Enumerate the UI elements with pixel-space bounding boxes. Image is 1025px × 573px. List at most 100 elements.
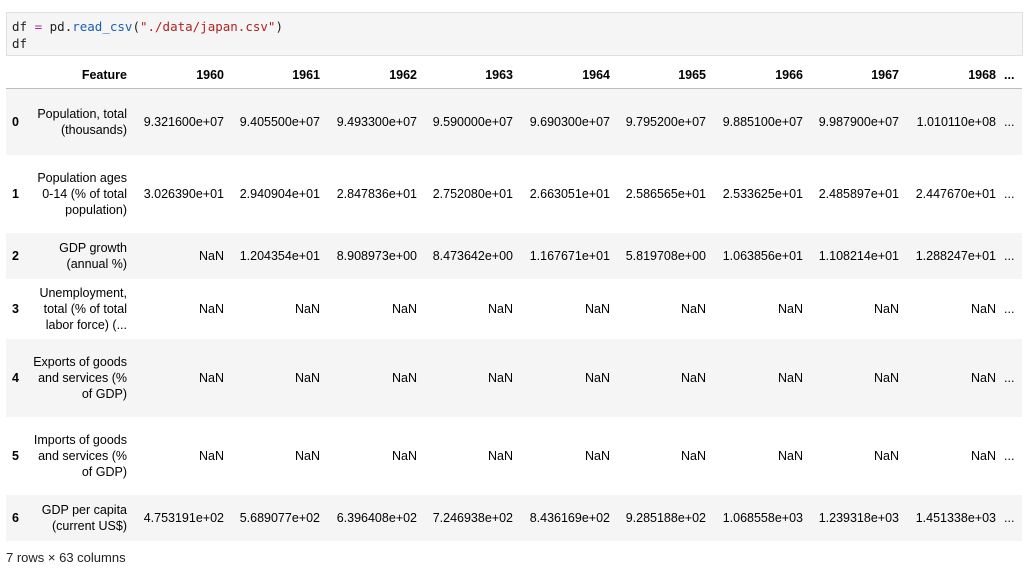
index-header <box>6 62 26 89</box>
value-cell: 5.689077e+02 <box>239 510 320 525</box>
value-cell: 4.753191e+02 <box>143 510 224 525</box>
column-header: 1968 <box>903 62 1000 89</box>
row-index: 3 <box>12 301 19 316</box>
feature-cell: Exports of goods and services (% of GDP) <box>33 354 127 401</box>
value-cell: NaN <box>680 301 706 316</box>
table-row: 3 Unemployment, total (% of total labor f… <box>6 278 1022 339</box>
row-index: 0 <box>12 114 19 129</box>
value-cell: NaN <box>294 448 320 463</box>
value-cell: NaN <box>970 301 996 316</box>
value-cell: 1.451338e+03 <box>915 510 996 525</box>
value-cell: NaN <box>777 301 803 316</box>
column-header-ellipsis: ... <box>1000 62 1022 89</box>
value-cell: 8.436169e+02 <box>529 510 610 525</box>
feature-cell: Population, total (thousands) <box>37 106 127 137</box>
code-cell[interactable]: df = pd.read_csv("./data/japan.csv") df <box>6 12 1023 56</box>
row-index: 6 <box>12 510 19 525</box>
column-header: 1960 <box>131 62 228 89</box>
header-row: Feature 1960 1961 1962 1963 1964 1965 19… <box>6 62 1022 89</box>
code-token-df: df <box>12 19 28 34</box>
column-header: 1966 <box>710 62 807 89</box>
value-cell: 1.108214e+01 <box>818 248 899 263</box>
value-cell: NaN <box>391 448 417 463</box>
feature-cell: Imports of goods and services (% of GDP) <box>33 432 127 479</box>
value-cell: NaN <box>198 301 224 316</box>
value-cell: NaN <box>198 370 224 385</box>
feature-cell: Population ages 0-14 (% of total populat… <box>37 170 127 217</box>
value-cell: NaN <box>970 448 996 463</box>
value-cell: 1.167671e+01 <box>529 248 610 263</box>
value-cell: 9.285188e+02 <box>625 510 706 525</box>
ellipsis-cell: ... <box>1004 510 1015 525</box>
value-cell: 2.586565e+01 <box>625 186 706 201</box>
ellipsis-cell: ... <box>1004 448 1015 463</box>
value-cell: 9.493300e+07 <box>336 114 417 129</box>
dataframe-shape: 7 rows × 63 columns <box>6 550 126 565</box>
value-cell: NaN <box>777 370 803 385</box>
ellipsis-cell: ... <box>1004 370 1015 385</box>
value-cell: NaN <box>777 448 803 463</box>
table-row: 1 Population ages 0-14 (% of total popula… <box>6 154 1022 233</box>
column-header: 1964 <box>517 62 614 89</box>
code-line-2: df <box>12 36 28 51</box>
value-cell: NaN <box>487 370 513 385</box>
value-cell: 9.795200e+07 <box>625 114 706 129</box>
column-header: 1967 <box>807 62 903 89</box>
value-cell: NaN <box>391 370 417 385</box>
value-cell: NaN <box>198 448 224 463</box>
value-cell: NaN <box>680 448 706 463</box>
ellipsis-cell: ... <box>1004 114 1015 129</box>
value-cell: 1.010110e+08 <box>916 114 996 129</box>
table-row: 6 GDP per capita (current US$) 4.753191e+0… <box>6 494 1022 541</box>
code-token-pd: pd. <box>49 19 73 34</box>
table-row: 4 Exports of goods and services (% of GDP… <box>6 338 1022 417</box>
value-cell: NaN <box>391 301 417 316</box>
value-cell: 8.473642e+00 <box>432 248 513 263</box>
value-cell: 2.940904e+01 <box>239 186 320 201</box>
value-cell: 1.063856e+01 <box>722 248 803 263</box>
value-cell: 2.485897e+01 <box>818 186 899 201</box>
value-cell: 7.246938e+02 <box>432 510 513 525</box>
ellipsis-cell: ... <box>1004 248 1015 263</box>
feature-cell: Unemployment, total (% of total labor fo… <box>39 285 127 332</box>
value-cell: NaN <box>584 370 610 385</box>
dataframe-output: Feature 1960 1961 1962 1963 1964 1965 19… <box>6 62 1025 541</box>
code-token-close-paren: ) <box>275 19 283 34</box>
value-cell: 6.396408e+02 <box>336 510 417 525</box>
value-cell: NaN <box>970 370 996 385</box>
table-row: 5 Imports of goods and services (% of GDP… <box>6 416 1022 495</box>
table-row: 2 GDP growth (annual %) NaN 1.204354e+01 8.9… <box>6 232 1022 279</box>
value-cell: NaN <box>198 248 224 263</box>
value-cell: 9.885100e+07 <box>722 114 803 129</box>
value-cell: 2.752080e+01 <box>432 186 513 201</box>
value-cell: NaN <box>294 301 320 316</box>
feature-cell: GDP growth (annual %) <box>59 240 127 271</box>
value-cell: NaN <box>680 370 706 385</box>
code-line-1: df = pd.read_csv("./data/japan.csv") <box>12 19 283 34</box>
value-cell: 3.026390e+01 <box>143 186 224 201</box>
value-cell: NaN <box>584 448 610 463</box>
ellipsis-cell: ... <box>1004 301 1015 316</box>
value-cell: 2.663051e+01 <box>529 186 610 201</box>
value-cell: 9.405500e+07 <box>239 114 320 129</box>
value-cell: NaN <box>584 301 610 316</box>
value-cell: NaN <box>487 448 513 463</box>
code-token-path: "./data/japan.csv" <box>139 19 276 34</box>
value-cell: 5.819708e+00 <box>625 248 706 263</box>
value-cell: 1.068558e+03 <box>722 510 803 525</box>
value-cell: 9.690300e+07 <box>529 114 610 129</box>
value-cell: 1.288247e+01 <box>915 248 996 263</box>
value-cell: 2.847836e+01 <box>336 186 417 201</box>
value-cell: NaN <box>487 301 513 316</box>
value-cell: 8.908973e+00 <box>336 248 417 263</box>
value-cell: 9.590000e+07 <box>432 114 513 129</box>
code-token-open-paren: ( <box>132 19 140 34</box>
ellipsis-cell: ... <box>1004 186 1015 201</box>
value-cell: NaN <box>873 370 899 385</box>
row-index: 5 <box>12 448 19 463</box>
row-index: 1 <box>12 186 19 201</box>
value-cell: 2.447670e+01 <box>915 186 996 201</box>
value-cell: NaN <box>873 448 899 463</box>
code-token-assign: = <box>27 19 50 34</box>
value-cell: 1.239318e+03 <box>818 510 899 525</box>
